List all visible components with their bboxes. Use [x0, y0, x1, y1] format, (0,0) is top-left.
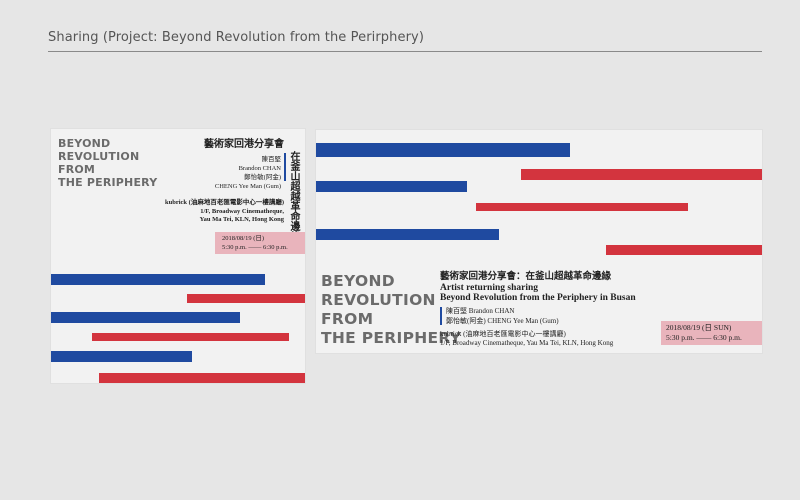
- event-date: 2018/08/19 (日): [222, 235, 265, 242]
- event-time: 5:30 p.m. —— 6:30 p.m.: [222, 244, 288, 251]
- accent-line: [284, 153, 286, 181]
- red-bar: [99, 373, 305, 383]
- blue-bar: [51, 274, 265, 285]
- red-bar: [92, 333, 289, 341]
- date-box: 2018/08/19 (日) 5:30 p.m. —— 6:30 p.m.: [215, 232, 305, 254]
- speaker-1: 陳百堅 Brandon CHAN: [446, 307, 515, 315]
- blue-bar: [316, 181, 467, 192]
- title-line: FROM: [321, 310, 374, 328]
- title-line: FROM: [58, 163, 96, 176]
- blue-bar: [51, 351, 192, 362]
- venue-line-2: 1/F, Broadway Cinematheque,: [200, 207, 284, 215]
- speakers: 陳百堅 Brandon CHAN 鄭怡敏(阿金) CHENG Yee Man (…: [215, 155, 281, 191]
- event-title-en-2: Beyond Revolution from the Periphery in …: [440, 293, 636, 303]
- speakers: 陳百堅 Brandon CHAN 鄭怡敏(阿金) CHENG Yee Man (…: [446, 307, 559, 326]
- event-title-en-1: Artist returning sharing: [440, 282, 538, 293]
- red-bar: [521, 169, 762, 180]
- title-line: REVOLUTION: [321, 291, 436, 309]
- date-box: 2018/08/19 (日 SUN) 5:30 p.m. —— 6:30 p.m…: [661, 321, 762, 345]
- accent-line: [440, 307, 442, 325]
- venue: kubrick (油麻地百老匯電影中心一樓講廳) 1/F, Broadway C…: [165, 199, 284, 225]
- event-date: 2018/08/19 (日 SUN): [666, 323, 732, 332]
- event-title-zh: 藝術家回港分享會: [204, 139, 284, 150]
- event-time: 5:30 p.m. —— 6:30 p.m.: [666, 333, 742, 342]
- title-line: THE PERIPHERY: [321, 329, 462, 347]
- title-line: BEYOND: [58, 137, 111, 150]
- poster-square[interactable]: BEYOND REVOLUTION FROM THE PERIPHERY 藝術家…: [51, 129, 305, 383]
- page-header: Sharing (Project: Beyond Revolution from…: [48, 30, 762, 52]
- venue-en: 1/F, Broadway Cinematheque, Yau Ma Tei, …: [440, 339, 614, 347]
- title-line: REVOLUTION: [58, 150, 140, 163]
- poster-square-title: BEYOND REVOLUTION FROM THE PERIPHERY: [58, 137, 157, 189]
- poster-wide-title: BEYOND REVOLUTION FROM THE PERIPHERY: [321, 272, 461, 348]
- event-subtitle-vertical: 在釜山超越革命邊緣: [288, 151, 299, 241]
- event-title-zh: 藝術家回港分享會：在釜山超越革命邊緣: [440, 272, 612, 282]
- poster-wide[interactable]: BEYOND REVOLUTION FROM THE PERIPHERY 藝術家…: [316, 130, 762, 353]
- speaker-2-zh: 鄭怡敏(阿金): [244, 174, 281, 181]
- blue-bar: [316, 143, 570, 157]
- blue-bar: [316, 229, 499, 240]
- red-bar: [606, 245, 762, 255]
- speaker-2: 鄭怡敏(阿金) CHENG Yee Man (Gum): [446, 316, 559, 325]
- venue-line-3: Yau Ma Tei, KLN, Hong Kong: [199, 216, 284, 223]
- venue-zh: kubrick (油麻地百老匯電影中心一樓講廳): [440, 330, 566, 338]
- venue-zh: kubrick (油麻地百老匯電影中心一樓講廳): [165, 199, 284, 206]
- page-title: Sharing (Project: Beyond Revolution from…: [48, 30, 424, 45]
- speaker-2-en: CHENG Yee Man (Gum): [214, 183, 281, 190]
- title-line: THE PERIPHERY: [58, 176, 158, 189]
- speaker-1-zh: 陳百堅: [261, 156, 282, 163]
- red-bar: [187, 294, 305, 303]
- red-bar: [476, 203, 688, 211]
- title-line: BEYOND: [321, 272, 395, 290]
- event-info: 藝術家回港分享會：在釜山超越革命邊緣 Artist returning shar…: [440, 272, 636, 304]
- blue-bar: [51, 312, 240, 323]
- speaker-1-en: Brandon CHAN: [238, 165, 281, 172]
- venue: kubrick (油麻地百老匯電影中心一樓講廳) 1/F, Broadway C…: [440, 330, 613, 348]
- header-divider: [48, 51, 762, 52]
